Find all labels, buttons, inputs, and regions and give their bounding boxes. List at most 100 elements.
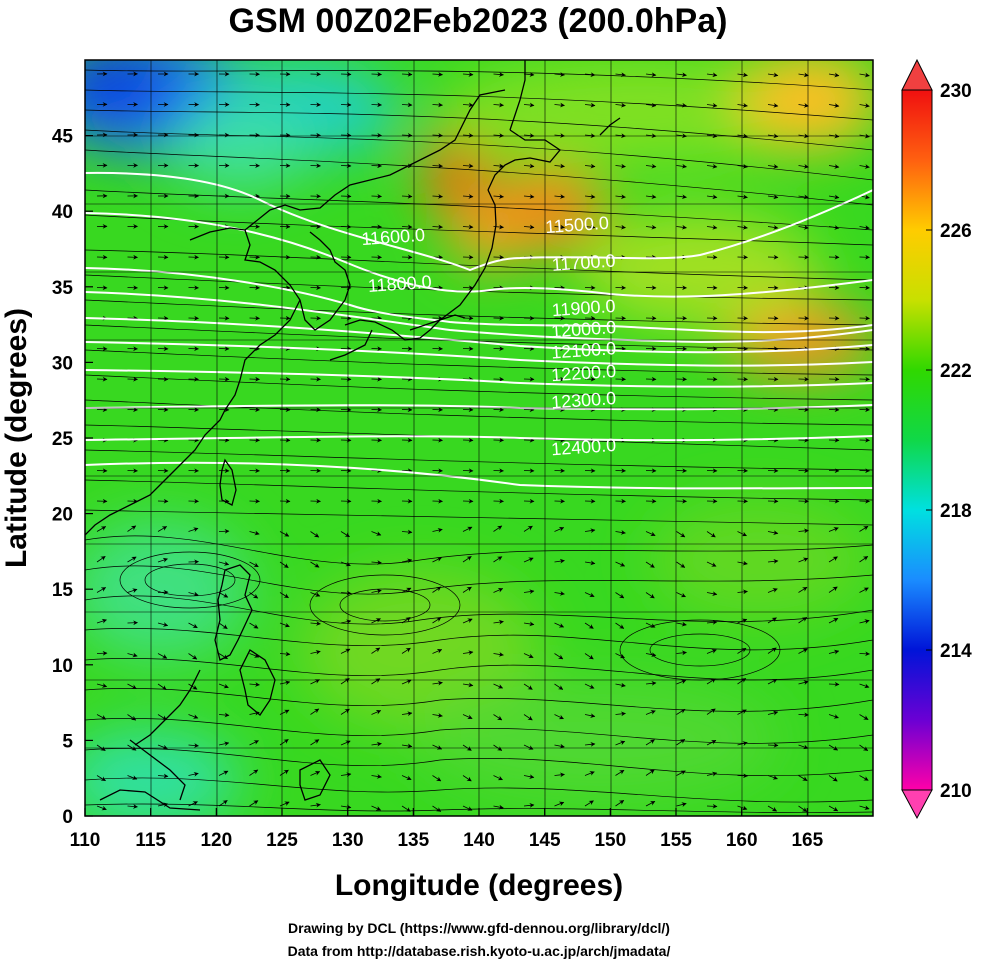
y-tick-label: 5 (62, 731, 73, 752)
wind-arrow (828, 649, 840, 655)
wind-arrow (462, 526, 473, 532)
wind-arrow (676, 650, 687, 656)
wind-arrow (401, 805, 411, 812)
wind-arrow (371, 741, 382, 747)
wind-arrow (401, 193, 413, 199)
wind-arrow (554, 743, 565, 749)
wind-arrow (462, 618, 473, 624)
contour-label: 11800.0 (367, 272, 432, 296)
wind-arrow (767, 617, 777, 624)
wind-arrow (188, 683, 198, 690)
wind-arrow (401, 617, 411, 624)
contour-label: 11700.0 (551, 250, 616, 274)
wind-arrow (798, 72, 809, 78)
wind-arrow (462, 586, 472, 593)
wind-arrow (279, 651, 291, 657)
wind-arrow (249, 682, 260, 687)
wind-arrow (127, 588, 138, 593)
wind-arrow (737, 589, 748, 595)
wind-arrow (615, 740, 626, 746)
wind-arrow (767, 742, 779, 748)
wind-arrow (828, 714, 839, 719)
wind-arrow (554, 653, 564, 660)
wind-arrow (279, 561, 289, 568)
contour-label: 12400.0 (550, 435, 616, 459)
wind-arrow (127, 744, 137, 751)
wind-arrow (127, 714, 137, 721)
wind-arrow (523, 194, 535, 199)
wind-arrow (157, 622, 169, 627)
wind-arrow (432, 775, 442, 782)
wind-arrow (371, 647, 381, 654)
wind-arrow (676, 72, 687, 78)
wind-arrow (310, 531, 320, 538)
colorbar: 210 214 218 222 226 230 (901, 58, 972, 820)
chart-title: GSM 00Z02Feb2023 (200.0hPa) (229, 2, 728, 40)
wind-arrow (371, 193, 382, 199)
wind-arrow (188, 801, 198, 807)
wind-arrow (401, 102, 413, 108)
colorbar-tick-label: 214 (940, 641, 972, 662)
colorbar-ticks: 210 214 218 222 226 230 (926, 81, 972, 802)
wind-arrow (645, 102, 657, 108)
wind-arrow (279, 531, 290, 537)
wind-arrow (96, 775, 106, 782)
wind-arrow (737, 102, 748, 108)
wind-arrow (645, 769, 655, 776)
wind-arrow (584, 560, 596, 566)
wind-arrow (432, 649, 443, 654)
wind-arrow (493, 194, 504, 199)
wind-arrow (554, 194, 565, 199)
wind-arrow (432, 680, 443, 686)
wind-arrow (249, 622, 259, 629)
wind-arrow (127, 556, 137, 563)
wind-arrow (676, 102, 687, 108)
contour-label: 11600.0 (361, 225, 426, 249)
wind-arrow (676, 194, 687, 200)
wind-arrow (615, 769, 625, 776)
wind-arrow (615, 592, 625, 599)
wind-arrow (218, 741, 230, 747)
wind-arrow (493, 775, 503, 781)
wind-arrow (798, 680, 809, 685)
x-tick-label: 155 (660, 830, 692, 851)
wind-arrow (615, 561, 626, 567)
wind-arrow (706, 561, 717, 567)
wind-arrow (432, 805, 442, 812)
wind-arrow (859, 556, 869, 563)
wind-arrow (828, 164, 840, 169)
wind-arrow (828, 556, 838, 563)
wind-arrow (462, 224, 474, 230)
wind-arrow (584, 713, 596, 718)
wind-arrow (706, 194, 718, 200)
wind-arrow (523, 163, 535, 169)
wind-arrow (767, 72, 779, 78)
wind-arrow (523, 744, 534, 750)
wind-arrow (859, 805, 870, 810)
contour-label: 12000.0 (550, 317, 616, 341)
wind-arrow (401, 711, 413, 717)
wind-arrow (218, 683, 229, 689)
wind-arrow (554, 527, 565, 532)
wind-arrow (615, 194, 626, 200)
wind-arrow (96, 618, 107, 624)
wind-arrow (645, 622, 656, 628)
wind-arrow (767, 805, 778, 812)
wind-arrow (371, 531, 382, 536)
wind-arrow (493, 102, 504, 108)
credit-drawing: Drawing by DCL (https://www.gfd-dennou.o… (288, 920, 670, 936)
wind-arrow (279, 739, 289, 746)
wind-arrow (706, 740, 717, 746)
wind-arrow (188, 527, 199, 532)
wind-arrow (462, 72, 474, 77)
wind-arrow (340, 804, 352, 810)
wind-arrow (859, 587, 869, 593)
wind-arrow (706, 708, 716, 715)
credit-data: Data from http://database.rish.kyoto-u.a… (288, 943, 671, 959)
wind-arrow (645, 194, 657, 200)
wind-arrow (615, 622, 625, 629)
wind-arrow (523, 803, 535, 808)
wind-arrow (157, 714, 167, 721)
colorbar-tick-label: 226 (940, 221, 972, 242)
